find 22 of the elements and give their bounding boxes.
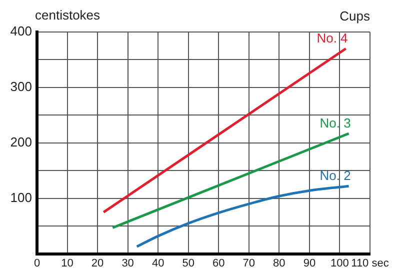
x-tick-label: 70 — [242, 257, 256, 270]
x-tick-label: 110 sec — [351, 257, 390, 270]
y-tick-label: 400 — [10, 24, 32, 39]
x-tick-label: 30 — [122, 257, 134, 270]
x-tick-label: 40 — [152, 257, 164, 270]
y-tick-label: 100 — [10, 190, 32, 205]
x-tick-label: 90 — [303, 257, 316, 270]
x-tick-label: 10 — [61, 257, 74, 270]
text: Cups — [340, 8, 370, 24]
x-tick-label: 0 — [34, 257, 40, 270]
y-axis-title: centistokes — [35, 8, 101, 23]
x-tick-label: 50 — [182, 257, 194, 270]
x-tick-label: 80 — [273, 257, 286, 270]
y-tick-label: 300 — [10, 79, 32, 94]
series-label: No. 2 — [320, 168, 351, 184]
series-label: No. 3 — [320, 116, 351, 131]
x-tick-label: 60 — [212, 257, 225, 270]
series-label: No. 4 — [316, 30, 348, 46]
x-tick-label: 20 — [91, 257, 104, 270]
line-series — [136, 184, 350, 248]
y-tick-label: 200 — [10, 134, 32, 150]
x-tick-label: 100 — [330, 257, 349, 270]
